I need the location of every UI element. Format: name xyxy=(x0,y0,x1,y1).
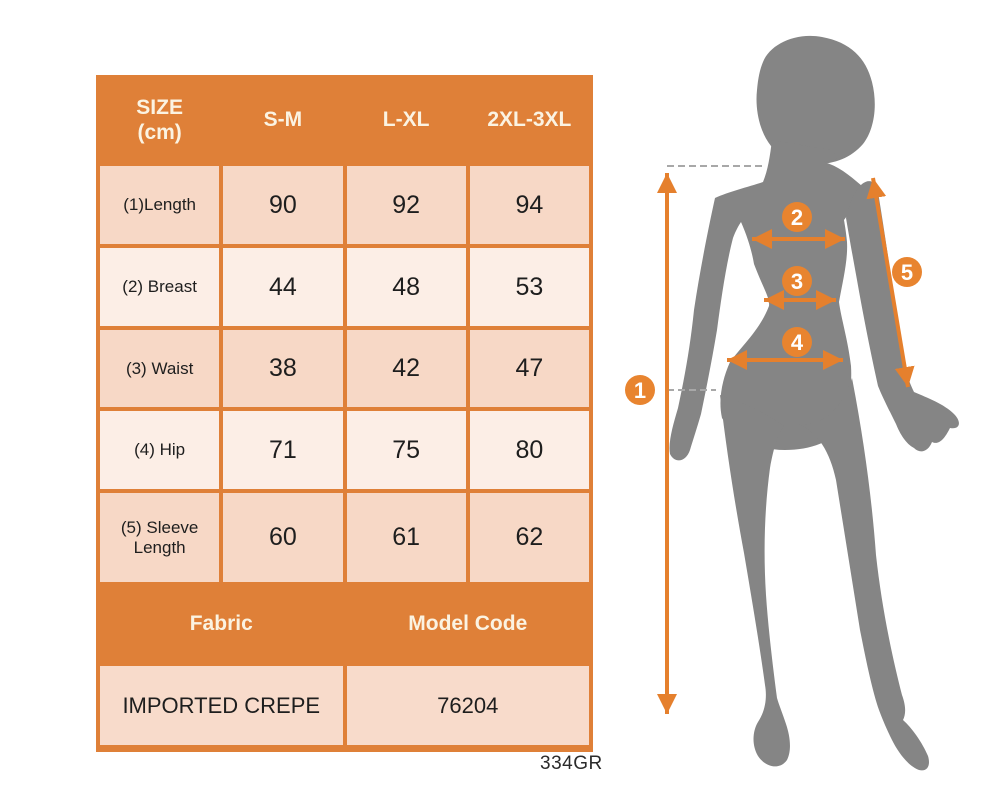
col-header-2xl3xl: 2XL-3XL xyxy=(469,79,589,162)
value-waist-2xl3xl: 47 xyxy=(469,330,589,407)
value-breast-sm: 44 xyxy=(223,248,343,326)
row-label-hip: (4) Hip xyxy=(100,411,220,489)
size-unit-header: SIZE (cm) xyxy=(100,79,220,162)
row-label-breast: (2) Breast xyxy=(100,248,220,326)
row-label-waist: (3) Waist xyxy=(100,330,220,407)
row-label-length: (1)Length xyxy=(100,166,220,244)
female-silhouette xyxy=(669,35,959,771)
row-label-sleeve-length: (5) Sleeve Length xyxy=(100,493,220,582)
value-length-lxl: 92 xyxy=(346,166,466,244)
fabric-header: Fabric xyxy=(100,586,343,662)
value-sleeve-lxl: 61 xyxy=(346,493,466,582)
value-hip-2xl3xl: 80 xyxy=(469,411,589,489)
value-waist-sm: 38 xyxy=(223,330,343,407)
model-code-value: 76204 xyxy=(346,666,589,745)
marker-2-circle xyxy=(782,202,812,232)
marker-2-label: 2 xyxy=(791,205,803,230)
value-sleeve-2xl3xl: 62 xyxy=(469,493,589,582)
col-header-sm: S-M xyxy=(223,79,343,162)
value-length-sm: 90 xyxy=(223,166,343,244)
silhouette-right-leg xyxy=(798,378,929,771)
marker-5-circle xyxy=(892,257,922,287)
silhouette-left-leg xyxy=(720,395,790,767)
product-code: 334GR xyxy=(540,753,603,774)
silhouette-torso xyxy=(669,140,862,461)
value-sleeve-sm: 60 xyxy=(223,493,343,582)
measurement-arrows xyxy=(657,173,915,714)
value-breast-2xl3xl: 53 xyxy=(469,248,589,326)
value-hip-sm: 71 xyxy=(223,411,343,489)
measurement-markers: 1 2 3 4 5 xyxy=(625,202,922,405)
fabric-value: IMPORTED CREPE xyxy=(100,666,343,745)
silhouette-head xyxy=(756,35,875,165)
marker-3-circle xyxy=(782,266,812,296)
marker-1-circle xyxy=(625,375,655,405)
value-breast-lxl: 48 xyxy=(346,248,466,326)
silhouette-right-arm xyxy=(846,181,959,452)
marker-4-circle xyxy=(782,327,812,357)
size-unit-header-label: SIZE (cm) xyxy=(136,96,183,144)
marker-1-label: 1 xyxy=(634,378,646,403)
marker-3-label: 3 xyxy=(791,269,803,294)
size-table: SIZE (cm) S-M L-XL 2XL-3XL (1)Length 90 … xyxy=(96,75,593,752)
value-length-2xl3xl: 94 xyxy=(469,166,589,244)
value-hip-lxl: 75 xyxy=(346,411,466,489)
value-waist-lxl: 42 xyxy=(346,330,466,407)
size-table-grid: SIZE (cm) S-M L-XL 2XL-3XL (1)Length 90 … xyxy=(100,79,589,745)
sleeve-arrow xyxy=(866,177,915,388)
model-code-header: Model Code xyxy=(346,586,589,662)
measurement-figure: 1 2 3 4 5 xyxy=(625,35,959,771)
marker-5-label: 5 xyxy=(901,260,913,285)
marker-4-label: 4 xyxy=(791,330,804,355)
col-header-lxl: L-XL xyxy=(346,79,466,162)
